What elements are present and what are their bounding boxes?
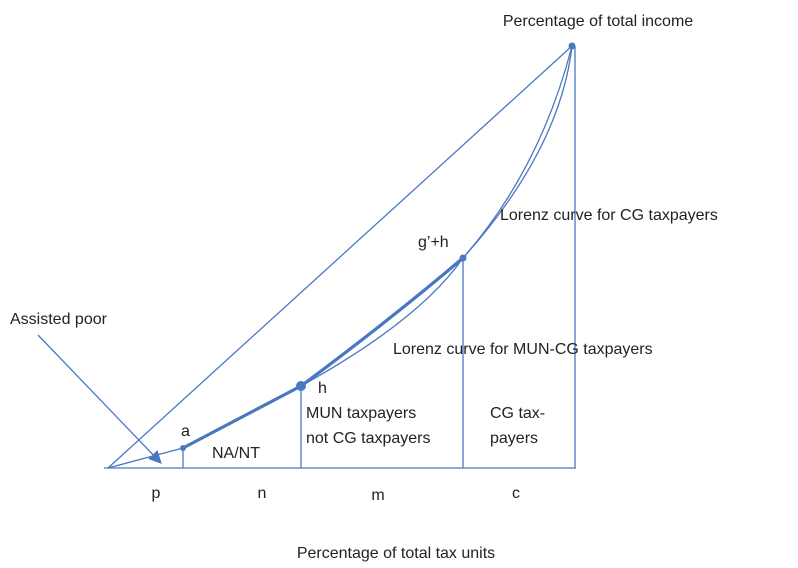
lorenz-mun	[182, 256, 465, 450]
lorenz-mun-cg	[300, 257, 464, 387]
annotation: Assisted poor	[10, 311, 108, 328]
point-label: a	[181, 423, 190, 440]
lorenz-cg-a	[462, 45, 573, 259]
segment-label: m	[371, 487, 384, 504]
x-label: Percentage of total tax units	[297, 545, 495, 562]
lorenz-cg-b	[462, 45, 573, 259]
segment-label: n	[258, 485, 267, 502]
point-top	[568, 42, 576, 50]
point-a	[180, 445, 186, 451]
point-gh	[459, 254, 467, 262]
region-label: MUN taxpayers	[306, 405, 416, 422]
curve-label: Lorenz curve for MUN-CG taxpayers	[393, 341, 653, 358]
arrow	[37, 334, 162, 464]
region-label: NA/NT	[212, 445, 260, 462]
y-label: Percentage of total income	[503, 13, 693, 30]
segment-label: p	[152, 485, 161, 502]
point-label: g’+h	[418, 234, 449, 251]
region-label: payers	[490, 430, 538, 447]
equality-line	[107, 45, 573, 469]
region-label: not CG taxpayers	[306, 430, 431, 447]
segment-label: c	[512, 485, 520, 502]
point-h	[296, 381, 306, 391]
curve-start	[107, 447, 184, 469]
curve-label: Lorenz curve for CG taxpayers	[500, 207, 718, 224]
region-label: CG tax-	[490, 405, 545, 422]
point-label: h	[318, 380, 327, 397]
